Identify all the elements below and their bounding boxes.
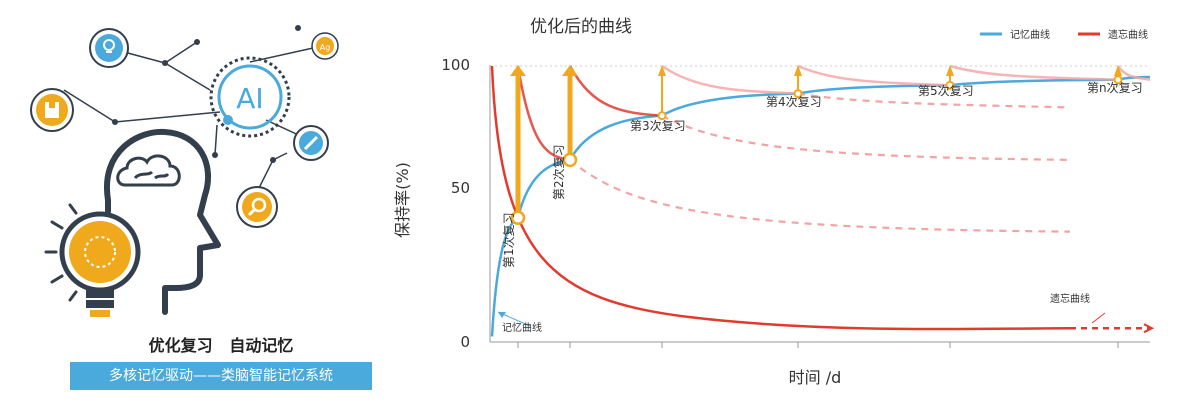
- review-label-4: 第4次复习: [766, 95, 822, 109]
- review-point-2: [562, 152, 578, 168]
- y-axis-label: 保持率(%): [393, 162, 412, 238]
- review-label-3: 第3次复习: [630, 119, 686, 133]
- book-icon: [30, 88, 74, 132]
- review-label-1: 第1次复习: [502, 212, 516, 268]
- y-tick-50: 50: [451, 179, 470, 197]
- light-rays: [44, 203, 78, 302]
- head-icon: [103, 128, 221, 315]
- forgetting-curve-annotation: 遗忘曲线: [1050, 292, 1106, 324]
- legend: 记忆曲线 遗忘曲线: [980, 28, 1148, 41]
- dashed-tail-3: [797, 92, 1071, 109]
- review-decay-2: [568, 65, 663, 117]
- legend-label-forgetting: 遗忘曲线: [1108, 28, 1148, 41]
- review-decay-6: [1116, 65, 1151, 82]
- retention-chart: 优化后的曲线 记忆曲线 遗忘曲线 100 50 0 保持率(%) 时间 /d 第…: [393, 17, 1155, 387]
- ai-icon: AI: [209, 56, 291, 138]
- caption-banner: 多核记忆驱动——类脑智能记忆系统: [70, 362, 372, 390]
- review-arrowhead-4: [794, 65, 802, 76]
- notes-icon: Ag: [311, 32, 339, 60]
- review-decay-3: [661, 64, 799, 95]
- review-point-1: [510, 210, 526, 226]
- review-label-6: 第n次复习: [1087, 81, 1143, 95]
- headline: 优化复习 自动记忆: [148, 336, 294, 355]
- review-arrowhead-2: [562, 65, 578, 76]
- review-point-5: [945, 80, 955, 90]
- review-arrowhead-5: [946, 65, 954, 76]
- review-decay-4: [797, 64, 951, 87]
- dashed-tail-1: [569, 158, 1071, 233]
- forgetting-curve: [490, 65, 1071, 331]
- x-axis-label: 时间 /d: [789, 368, 842, 387]
- big-lightbulb-icon: [59, 211, 141, 317]
- pen-icon: [293, 125, 329, 161]
- dashed-tail-2: [661, 114, 1071, 161]
- review-point-3: [657, 111, 667, 121]
- y-tick-0: 0: [460, 333, 470, 351]
- review-arrowhead-1: [510, 65, 526, 76]
- review-arrowhead-3: [658, 65, 666, 76]
- review-label-2: 第2次复习: [552, 144, 566, 200]
- review-arrowhead-6: [1114, 65, 1122, 76]
- lightbulb-icon: [89, 28, 129, 68]
- brain-icon: [116, 154, 181, 187]
- memory-curve-label: 记忆曲线: [502, 321, 542, 334]
- y-tick-100: 100: [441, 56, 470, 74]
- curves: [490, 64, 1155, 348]
- memory-curve-annotation: 记忆曲线: [497, 311, 542, 334]
- legend-label-memory: 记忆曲线: [1010, 28, 1050, 41]
- ai-text: AI: [236, 82, 263, 115]
- review-decay-5: [949, 64, 1119, 82]
- review-point-6: [1113, 75, 1123, 85]
- forgetting-curve-label: 遗忘曲线: [1050, 292, 1090, 305]
- review-label-5: 第5次复习: [918, 84, 974, 98]
- review-decay-1: [516, 65, 571, 162]
- illustration: AI Ag: [30, 25, 339, 317]
- chart-title: 优化后的曲线: [530, 17, 632, 37]
- review-point-4: [793, 89, 803, 99]
- ag-text: Ag: [320, 43, 331, 52]
- forgetting-curve-arrowhead: [1143, 323, 1155, 334]
- search-icon: [236, 186, 278, 228]
- review-markers: 第1次复习 第2次复习 第3次复习 第4次复习 第5次复习 第n次复习: [502, 65, 1143, 268]
